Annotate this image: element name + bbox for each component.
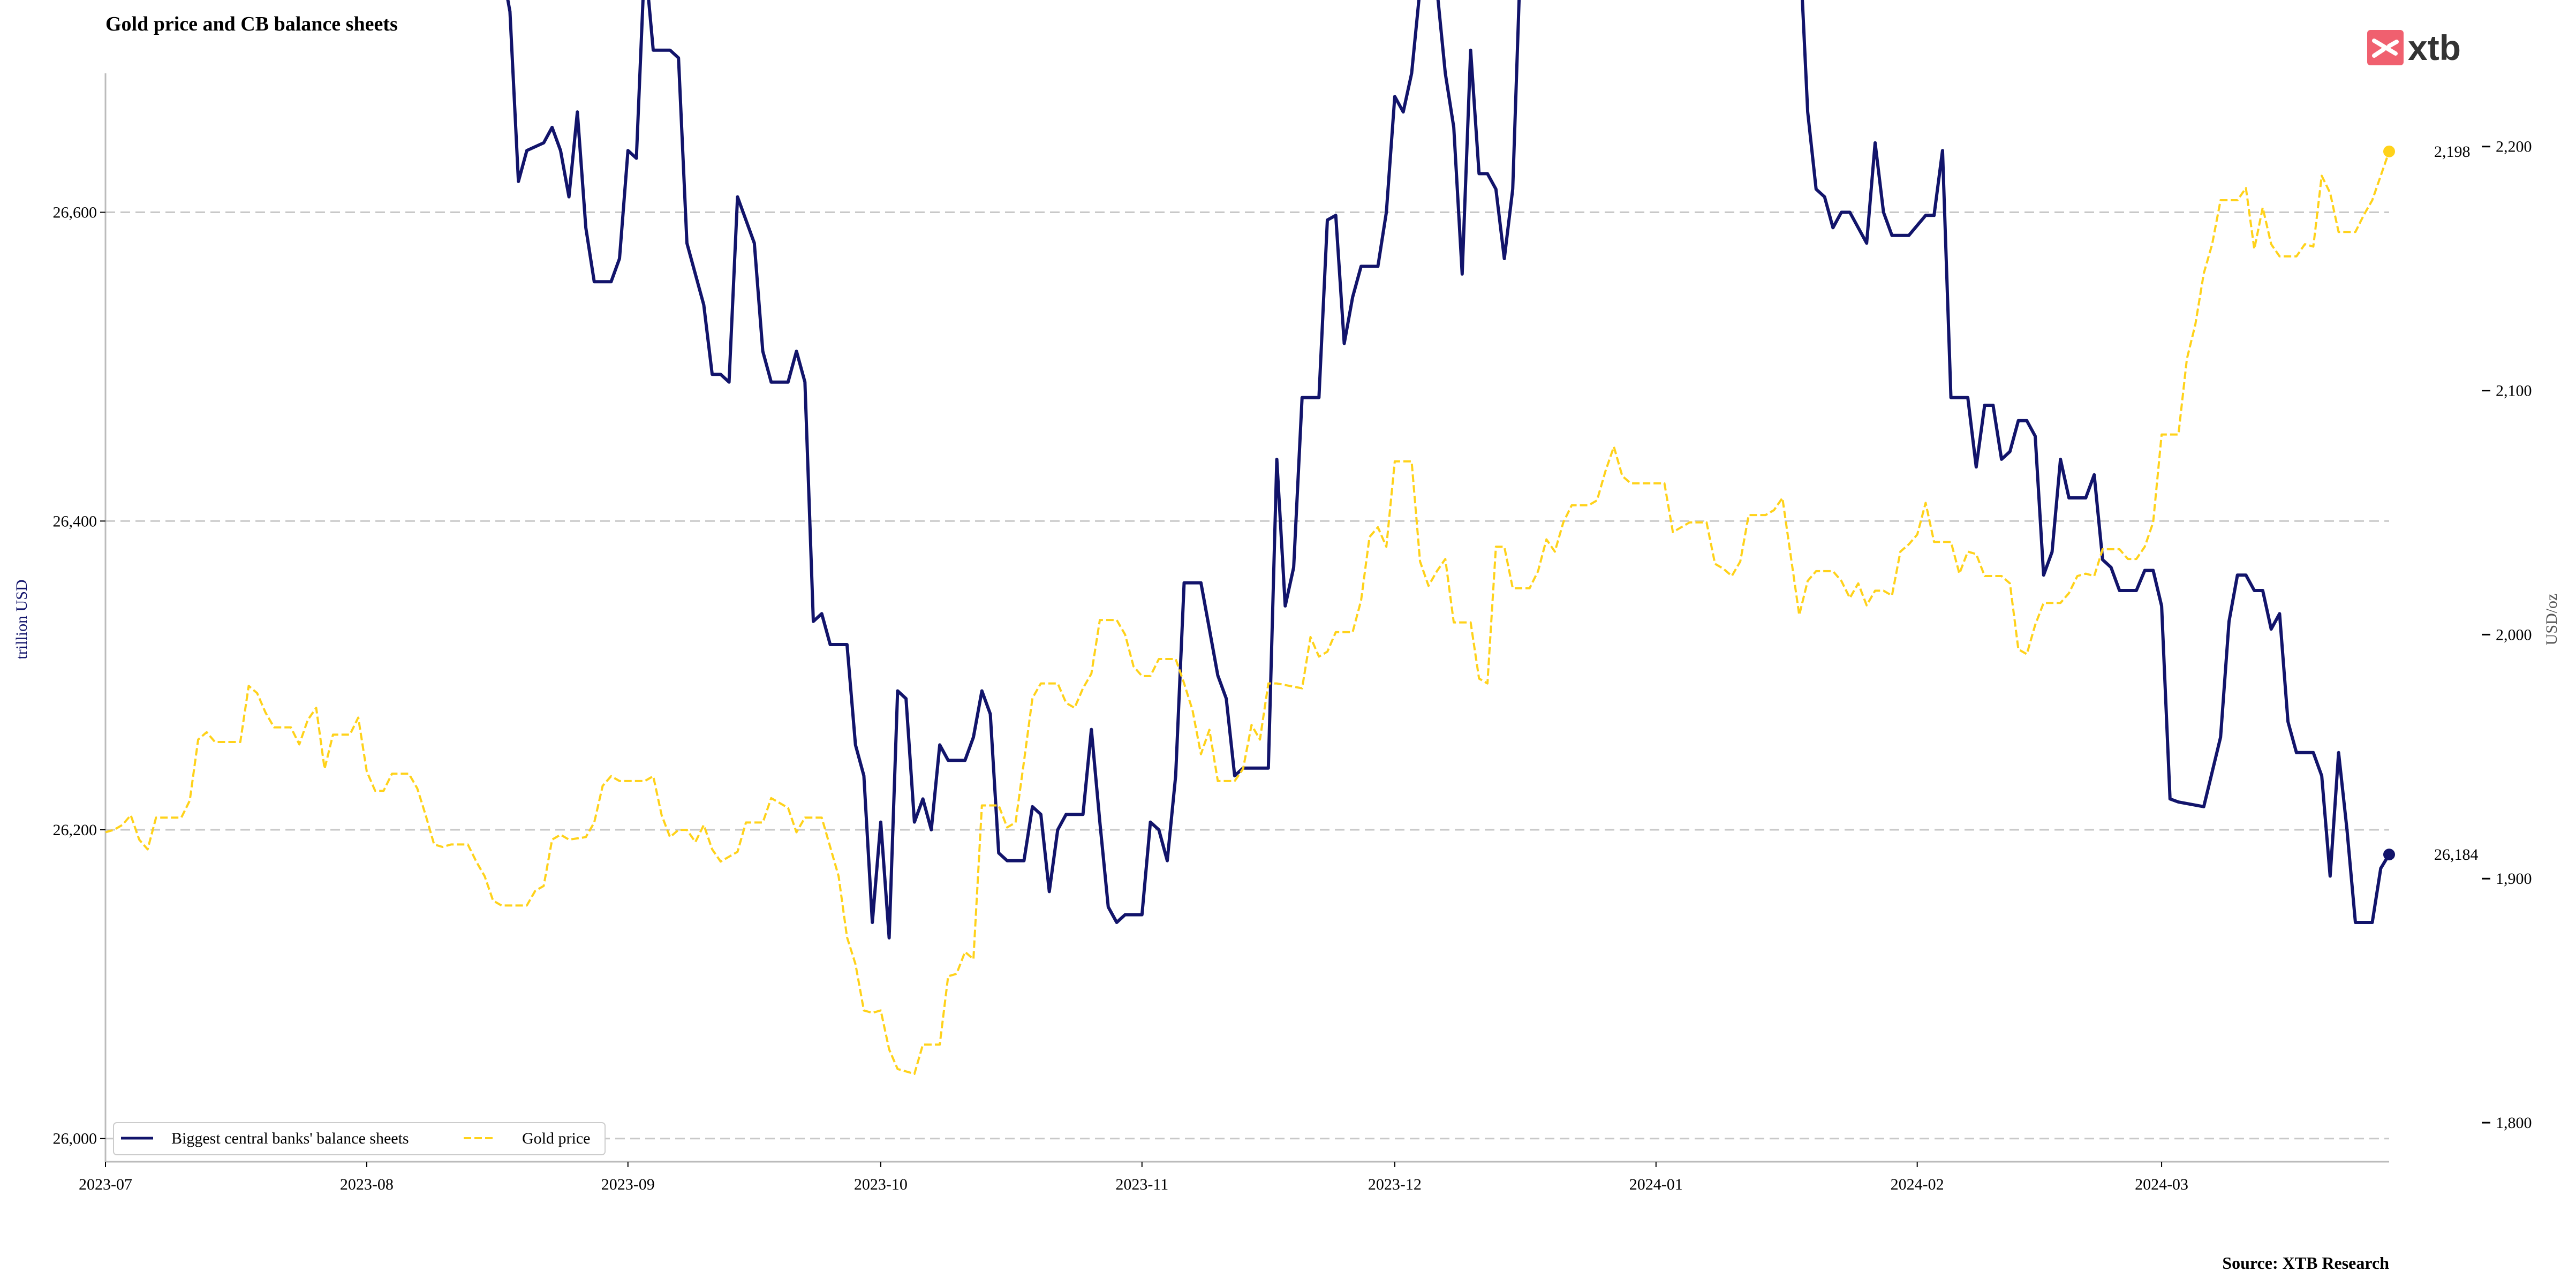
logo-text: xtb: [2408, 28, 2461, 67]
balance-sheet-line: [506, 0, 2391, 940]
end-markers: 26,184 2,198: [2383, 143, 2479, 864]
right-tick-label: 1,900: [2496, 870, 2532, 888]
chart-title: Gold price and CB balance sheets: [105, 13, 398, 35]
gold-price-line: [105, 151, 2390, 1075]
x-tick-label: 2024-03: [2135, 1176, 2188, 1193]
legend-label-gold: Gold price: [522, 1130, 590, 1147]
axes: [104, 73, 2389, 1163]
x-axis-ticks: 2023-07 2023-08 2023-09 2023-10 2023-11 2023-…: [79, 1162, 2188, 1193]
right-tick-label: 2,200: [2496, 138, 2532, 156]
right-axis-ticks: 1,800 1,900 2,000 2,100 2,200: [2482, 138, 2532, 1132]
left-tick-label: 26,600: [53, 204, 97, 222]
logo-x-icon: [2372, 39, 2399, 58]
left-tick-label: 26,200: [53, 821, 97, 839]
balance-sheet-end-marker: [2383, 849, 2395, 861]
x-tick-label: 2023-08: [340, 1176, 394, 1193]
series-lines: [105, 0, 2391, 1075]
x-tick-label: 2023-12: [1368, 1176, 1422, 1193]
right-tick-label: 1,800: [2496, 1114, 2532, 1132]
gold-price-end-label: 2,198: [2434, 143, 2471, 161]
legend-box: [113, 1122, 606, 1155]
source-note: Source: XTB Research: [2222, 1253, 2389, 1273]
left-tick-label: 26,000: [53, 1130, 97, 1148]
right-tick-label: 2,100: [2496, 382, 2532, 400]
xtb-logo: xtb: [2367, 28, 2461, 67]
x-tick-label: 2023-10: [854, 1176, 908, 1193]
balance-sheet-end-label: 26,184: [2434, 846, 2479, 864]
x-tick-label: 2024-02: [1891, 1176, 1944, 1193]
left-axis-ticks: 26,00026,20026,40026,60026,80027,00027,2…: [53, 204, 105, 1148]
x-tick-label: 2023-11: [1115, 1176, 1168, 1193]
x-tick-label: 2023-07: [79, 1176, 132, 1193]
right-tick-label: 2,000: [2496, 626, 2532, 644]
left-axis-label: trillion USD: [13, 579, 31, 659]
x-tick-label: 2023-09: [601, 1176, 655, 1193]
gold-price-end-marker: [2383, 145, 2395, 157]
right-axis-label: USD/oz: [2543, 594, 2560, 646]
left-tick-label: 26,400: [53, 512, 97, 530]
legend: Biggest central banks' balance sheets Go…: [113, 1122, 606, 1155]
x-tick-label: 2024-01: [1629, 1176, 1683, 1193]
legend-label-balance: Biggest central banks' balance sheets: [171, 1130, 409, 1147]
